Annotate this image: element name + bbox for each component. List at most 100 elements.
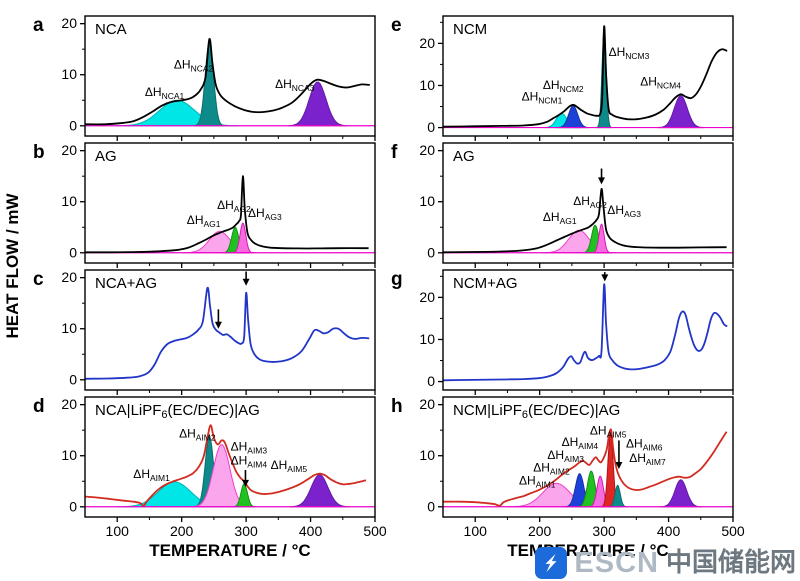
dh-label-AG1: ΔHAG1 — [543, 210, 577, 226]
dh-label-AIM1: ΔHAIM1 — [519, 473, 556, 489]
dh-label-AG3: ΔHAG3 — [248, 206, 282, 222]
dh-label-AIM3: ΔHAIM3 — [231, 440, 268, 456]
axis-box — [442, 396, 734, 518]
x-tick-label: 500 — [721, 523, 745, 539]
dh-label-AG3: ΔHAG3 — [607, 203, 641, 219]
panel-title-c: NCA+AG — [95, 275, 157, 292]
dh-label-NCM1: ΔHNCM1 — [522, 90, 563, 106]
dh-label-AIM5: ΔHAIM5 — [590, 423, 627, 439]
dh-label-AIM2: ΔHAIM2 — [533, 461, 570, 477]
panel-title-a: NCA — [95, 21, 127, 38]
dh-label-NCM3: ΔHNCM3 — [609, 45, 650, 61]
dsc-curve-h — [442, 428, 728, 507]
down-arrow-head — [601, 274, 609, 282]
x-tick-label: 200 — [528, 523, 552, 539]
watermark-escn-text: ESCN — [574, 546, 659, 579]
panel-letter-c: c — [33, 269, 44, 290]
axis-box — [442, 15, 734, 137]
down-arrow-head — [598, 177, 605, 185]
panel-g: 0 10 20 g NCM+AG — [391, 269, 734, 395]
dsc-curve-f — [442, 188, 727, 254]
panel-title-b: AG — [95, 148, 117, 165]
dh-label-AIM4: ΔHAIM4 — [231, 453, 268, 469]
dh-label-AG1: ΔHAG1 — [187, 213, 221, 229]
watermark-cn-text: 中国储能网 — [665, 548, 796, 578]
panel-title-g: NCM+AG — [453, 275, 518, 292]
y-tick-label: 10 — [419, 447, 435, 463]
dh-label-AIM1: ΔHAIM1 — [133, 467, 170, 483]
panel-d: 100 200 300 400 500 0 10 20 d NCA|LiPF6(EC/DEC)|A… — [33, 396, 387, 539]
dh-label-AIM3: ΔHAIM3 — [547, 448, 584, 464]
y-tick-label: 0 — [427, 119, 435, 135]
dh-label-AIM4: ΔHAIM4 — [562, 435, 599, 451]
dh-label-NCM4: ΔHNCM4 — [640, 75, 681, 91]
peak-AIM6 — [608, 484, 628, 508]
y-tick-label: 0 — [69, 371, 77, 387]
dsc-curve-d — [84, 424, 367, 507]
dsc-curve-a — [84, 38, 370, 126]
dh-label-NCA3: ΔHNCA3 — [275, 77, 315, 93]
x-axis-title-left: TEMPERATURE / °C — [149, 541, 310, 560]
x-tick-label: 400 — [299, 523, 323, 539]
panel-title-h: NCM|LiPF6(EC/DEC)|AG — [453, 402, 620, 421]
y-tick-label: 0 — [427, 498, 435, 514]
down-arrow-head — [242, 479, 249, 487]
panel-title-d: NCA|LiPF6(EC/DEC)|AG — [95, 402, 260, 421]
dh-label-NCA1: ΔHNCA1 — [145, 85, 185, 101]
x-tick-label: 300 — [234, 523, 258, 539]
axis-box — [84, 269, 376, 391]
escn-logo-icon — [535, 547, 568, 579]
y-tick-label: 20 — [61, 396, 77, 412]
dh-label-AIM5: ΔHAIM5 — [271, 458, 308, 474]
panel-title-e: NCM — [453, 21, 487, 38]
dh-label-NCA2: ΔHNCA2 — [174, 58, 214, 74]
y-tick-label: 0 — [427, 373, 435, 389]
peak-AIM5 — [289, 474, 350, 508]
y-tick-label: 10 — [419, 77, 435, 93]
panel-letter-g: g — [391, 269, 403, 290]
x-tick-label: 500 — [363, 523, 387, 539]
y-tick-label: 20 — [61, 15, 77, 31]
dh-label-NCM2: ΔHNCM2 — [543, 78, 584, 94]
axis-box — [84, 142, 376, 264]
y-tick-label: 20 — [419, 289, 435, 305]
x-tick-label: 200 — [170, 523, 194, 539]
axis-box — [442, 269, 734, 391]
y-tick-label: 10 — [419, 331, 435, 347]
axis-box — [442, 142, 734, 264]
dh-label-AIM2: ΔHAIM2 — [179, 426, 216, 442]
panel-letter-d: d — [33, 396, 45, 417]
y-tick-label: 10 — [61, 66, 77, 82]
watermark: ESCN 中国储能网 — [535, 547, 796, 579]
y-tick-label: 10 — [419, 193, 435, 209]
panel-h: 100 200 300 400 500 0 10 20 h NCM|LiPF6(EC/DEC)|A… — [391, 396, 745, 539]
y-tick-label: 10 — [61, 193, 77, 209]
y-tick-label: 20 — [419, 35, 435, 51]
y-tick-label: 10 — [61, 320, 77, 336]
dsc-curve-e — [442, 25, 728, 128]
dh-label-AG2: ΔHAG2 — [573, 194, 607, 210]
y-tick-label: 0 — [69, 117, 77, 133]
x-tick-label: 100 — [106, 523, 130, 539]
y-tick-label: 0 — [427, 244, 435, 260]
dh-label-AG2: ΔHAG2 — [217, 198, 251, 214]
down-arrow-head — [615, 462, 623, 469]
y-tick-label: 20 — [419, 142, 435, 158]
y-tick-label: 20 — [419, 396, 435, 412]
peak-NCA3 — [287, 81, 348, 127]
panel-letter-h: h — [391, 396, 403, 417]
peak-NCM4 — [657, 95, 704, 129]
panel-letter-a: a — [33, 15, 44, 36]
peak-AIM7 — [660, 479, 702, 508]
dsc-curve-c — [84, 286, 370, 380]
y-tick-label: 20 — [61, 269, 77, 285]
y-tick-label: 0 — [69, 244, 77, 260]
panel-letter-e: e — [391, 15, 402, 36]
y-tick-label: 10 — [61, 447, 77, 463]
down-arrow-head — [214, 321, 222, 329]
